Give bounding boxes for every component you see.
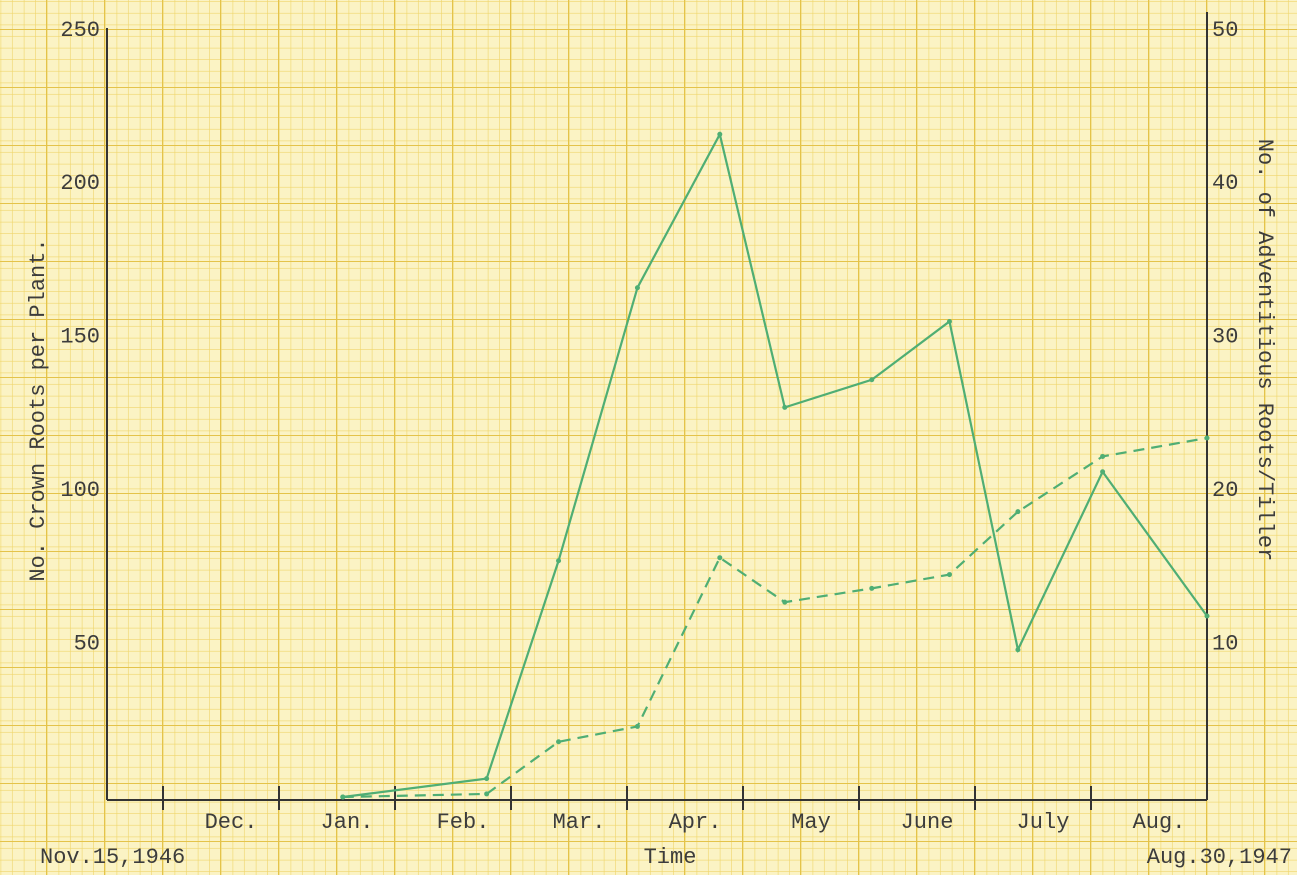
x-tick-label: Aug. (1133, 810, 1186, 835)
data-point (484, 791, 489, 796)
data-point (1100, 469, 1105, 474)
y2-tick-label: 40 (1212, 171, 1238, 196)
x-tick-label: Apr. (669, 810, 722, 835)
data-point (717, 555, 722, 560)
y2-tick-label: 10 (1212, 631, 1238, 656)
data-point (1205, 613, 1210, 618)
data-point (1205, 436, 1210, 441)
data-point (782, 600, 787, 605)
end-date-label: Aug.30,1947 (1147, 845, 1292, 870)
chart: No. Crown Roots per Plant. No. of Advent… (0, 0, 1297, 875)
x-axis-label: Time (644, 845, 697, 870)
data-point (1015, 509, 1020, 514)
start-date-label: Nov.15,1946 (40, 845, 185, 870)
x-tick-label: Mar. (553, 810, 606, 835)
data-point (556, 558, 561, 563)
y2-tick-label: 50 (1212, 18, 1238, 43)
data-point (869, 586, 874, 591)
data-point (556, 739, 561, 744)
x-tick-label: Dec. (205, 810, 258, 835)
x-tick-label: Feb. (437, 810, 490, 835)
y-tick-label: 200 (60, 171, 100, 196)
data-point (1100, 454, 1105, 459)
x-tick-label: May (791, 810, 831, 835)
x-tick-label: July (1017, 810, 1070, 835)
y-tick-label: 100 (60, 478, 100, 503)
data-point (782, 405, 787, 410)
x-tick-label: Jan. (321, 810, 374, 835)
data-point (340, 795, 345, 800)
y-tick-label: 150 (60, 325, 100, 350)
graph-paper (0, 0, 1297, 875)
data-point (484, 776, 489, 781)
data-point (1015, 647, 1020, 652)
data-point (717, 132, 722, 137)
x-tick-label: June (901, 810, 954, 835)
data-point (635, 285, 640, 290)
y-tick-label: 50 (74, 631, 100, 656)
data-point (947, 572, 952, 577)
data-point (869, 377, 874, 382)
data-point (947, 319, 952, 324)
y-tick-label: 250 (60, 18, 100, 43)
y2-axis-label: No. of Adventitious Roots/Tiller (1252, 139, 1277, 561)
y2-tick-label: 20 (1212, 478, 1238, 503)
data-point (635, 724, 640, 729)
y-axis-label: No. Crown Roots per Plant. (26, 238, 51, 581)
y2-tick-label: 30 (1212, 325, 1238, 350)
